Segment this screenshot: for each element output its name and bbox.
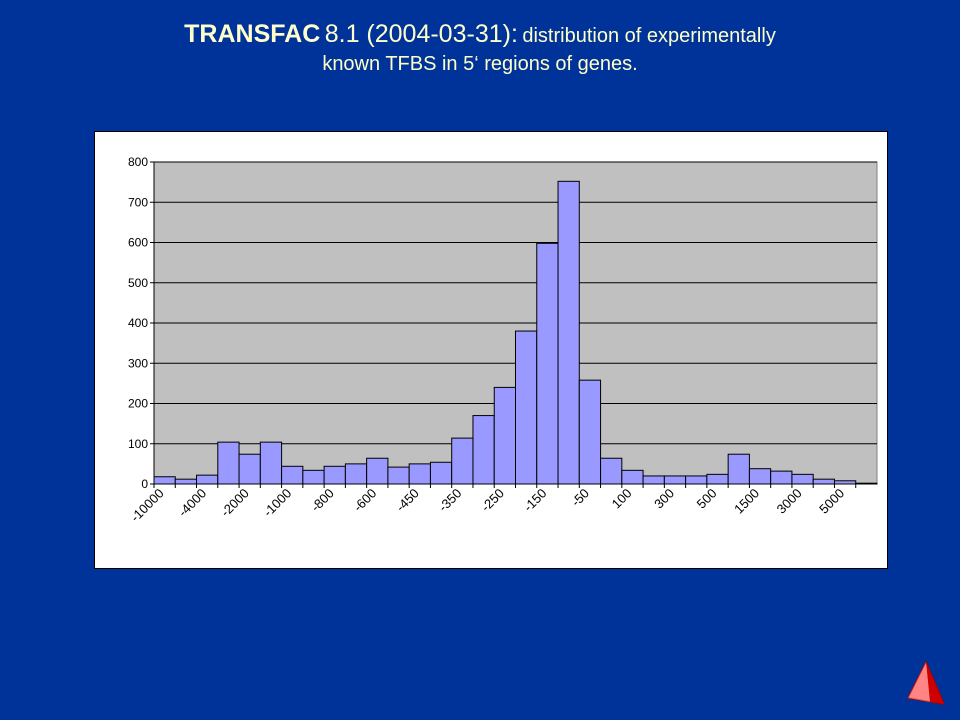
- bar: [727, 453, 750, 485]
- y-tick-label: 600: [128, 236, 148, 250]
- triangle-nav-icon: [906, 660, 946, 705]
- bar: [217, 441, 240, 485]
- y-tick-label: 100: [128, 437, 148, 451]
- x-tick-label: 1500: [731, 486, 762, 517]
- x-tick-label: -250: [478, 486, 507, 515]
- bar: [408, 463, 431, 485]
- bar: [451, 437, 474, 485]
- y-tick-label: 300: [128, 356, 148, 370]
- x-tick-label: -4000: [175, 486, 209, 520]
- y-tick-label: 500: [128, 276, 148, 290]
- bar: [259, 441, 283, 485]
- x-tick-label: -2000: [218, 486, 252, 520]
- bar: [642, 475, 665, 485]
- x-tick-label: -10000: [128, 486, 167, 525]
- slide-title: TRANSFAC 8.1 (2004-03-31): distribution …: [0, 18, 960, 78]
- bar: [387, 466, 410, 485]
- bar: [238, 453, 261, 485]
- bar: [493, 386, 516, 485]
- bar: [302, 469, 325, 485]
- bar: [600, 457, 623, 485]
- x-tick-label: -50: [568, 486, 592, 510]
- bar: [196, 474, 219, 485]
- bar: [578, 379, 602, 485]
- bar: [429, 461, 453, 485]
- bar: [685, 475, 708, 485]
- x-tick-label: 100: [609, 486, 635, 512]
- x-tick-label: -800: [308, 486, 337, 515]
- bar: [344, 463, 368, 485]
- title-line-2: known TFBS in 5‘ regions of genes.: [322, 53, 638, 75]
- bar: [791, 473, 814, 485]
- bar: [770, 470, 793, 485]
- bar: [663, 475, 687, 485]
- y-tick-label: 400: [128, 316, 148, 330]
- title-version: 8.1 (2004-03-31):: [324, 20, 518, 48]
- bar: [366, 457, 389, 485]
- bar: [536, 242, 559, 485]
- x-tick-label: -350: [435, 486, 464, 515]
- bar-chart: 0 100 200 300 400 500 600 700 800 -10000 -4000 -200…: [128, 155, 878, 525]
- title-line-1: TRANSFAC 8.1 (2004-03-31): distribution …: [0, 18, 960, 50]
- bar: [323, 465, 346, 485]
- bar: [153, 476, 176, 485]
- x-tick-label: -150: [521, 486, 550, 515]
- bar: [472, 415, 495, 485]
- bar: [174, 478, 198, 485]
- bar: [281, 465, 304, 485]
- bar: [621, 469, 644, 485]
- x-tick-label: 3000: [774, 486, 805, 517]
- bar: [557, 180, 580, 485]
- bar: [706, 473, 729, 485]
- y-tick-label: 200: [128, 397, 148, 411]
- y-tick-label: 700: [128, 195, 148, 209]
- x-tick-label: 5000: [816, 486, 847, 517]
- nav-button[interactable]: [904, 660, 948, 708]
- y-tick-label: 800: [128, 155, 148, 169]
- title-bold: TRANSFAC: [184, 20, 321, 48]
- y-tick-label: 0: [141, 477, 148, 491]
- x-tick-label: -600: [350, 486, 379, 515]
- x-tick-label: -450: [393, 486, 422, 515]
- bar: [515, 330, 538, 485]
- chart-container: 0 100 200 300 400 500 600 700 800 -10000 -4000 -200…: [94, 131, 888, 569]
- x-tick-label: -1000: [260, 486, 294, 520]
- x-tick-label: 500: [694, 486, 720, 512]
- x-tick-label: 300: [651, 486, 677, 512]
- bar: [748, 468, 772, 485]
- bar: [812, 478, 835, 485]
- title-rest: distribution of experimentally: [522, 25, 776, 47]
